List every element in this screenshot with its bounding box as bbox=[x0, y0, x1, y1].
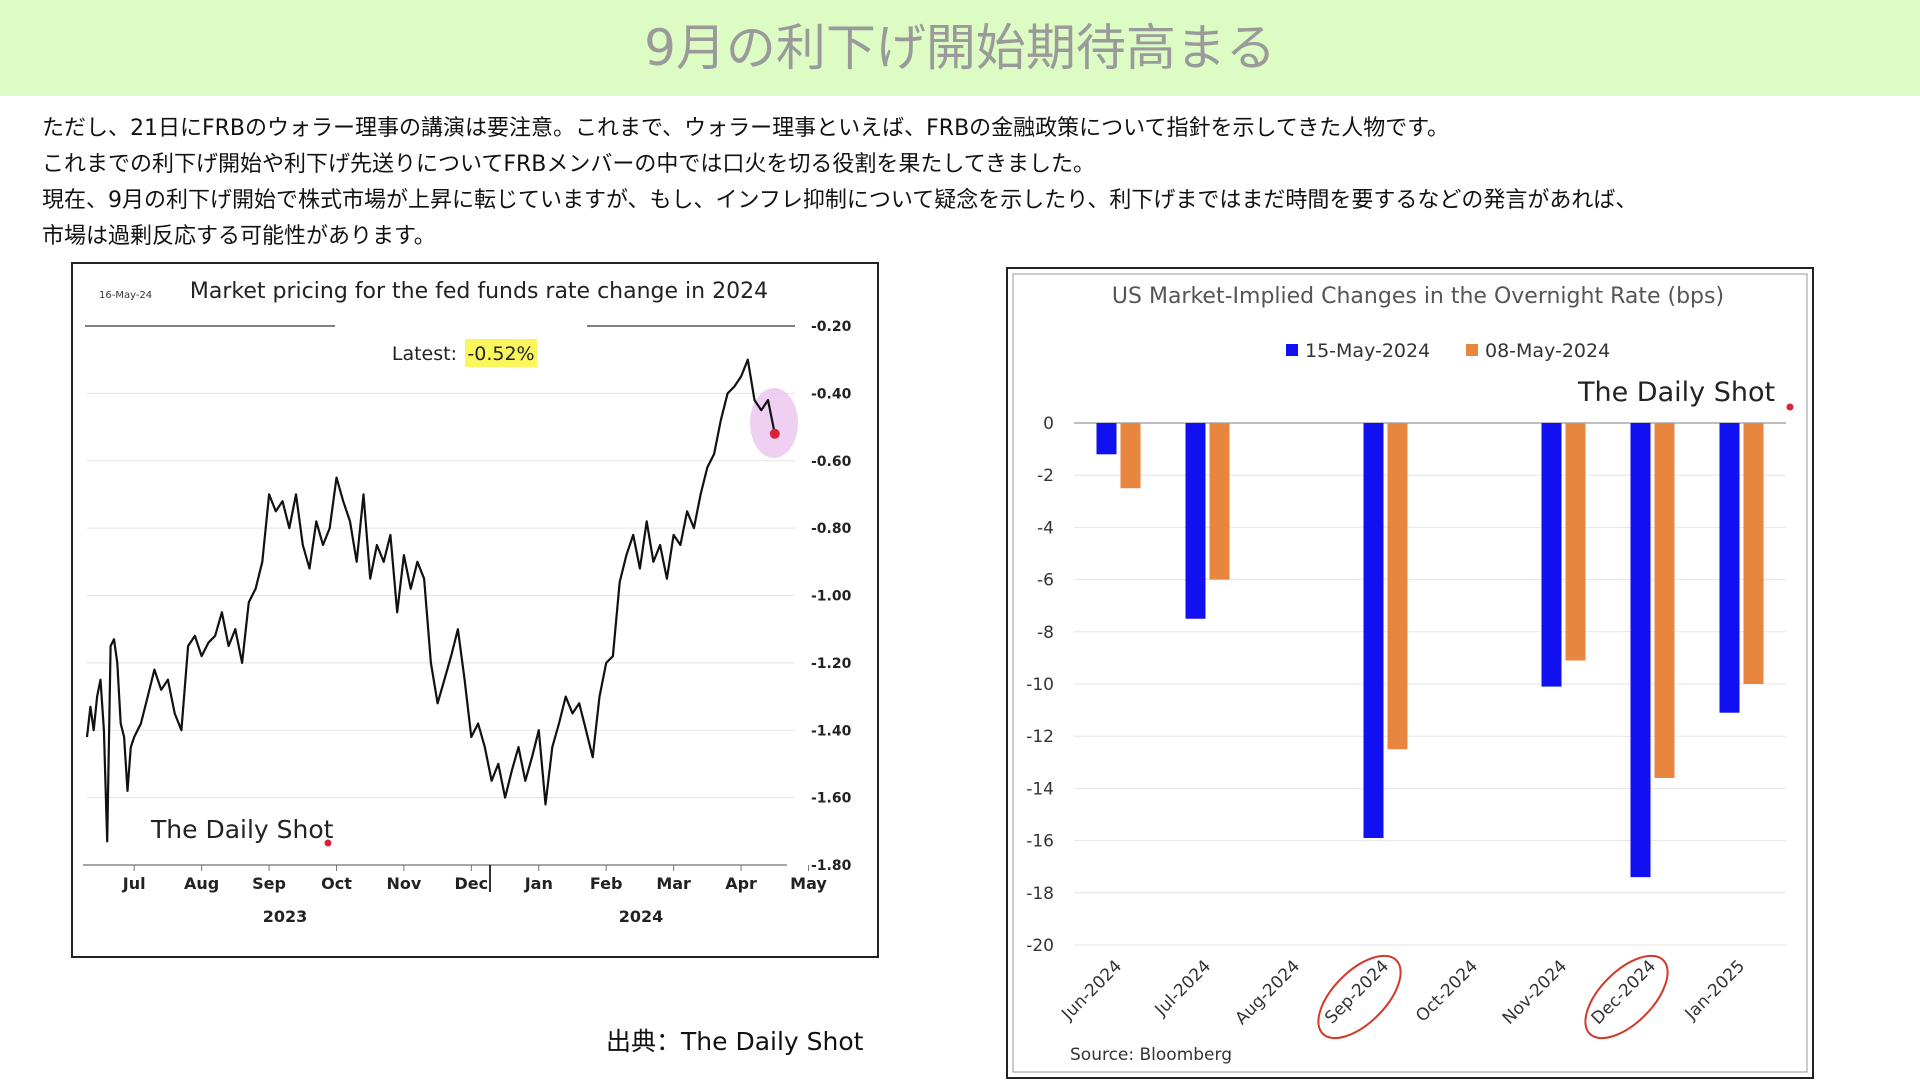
y-tick-label: -1.40 bbox=[811, 723, 852, 739]
body-line: ただし、21日にFRBのウォラー理事の講演は要注意。これまで、ウォラー理事といえ… bbox=[42, 116, 1450, 141]
x-tick-label: Feb bbox=[590, 874, 623, 893]
x-tick-label: Dec-2024 bbox=[1588, 956, 1660, 1028]
latest-value: -0.52% bbox=[467, 343, 534, 365]
x-tick-label: Jul-2024 bbox=[1151, 956, 1215, 1020]
x-tick-label: May bbox=[790, 874, 827, 893]
bar-Jan-2025-08-May-2024 bbox=[1743, 423, 1764, 684]
y-tick-label: -1.80 bbox=[811, 858, 852, 874]
source-label: Source: Bloomberg bbox=[1070, 1045, 1232, 1065]
chart-watermark: The Daily Shot bbox=[150, 815, 334, 844]
bar-Sep-2024-15-May-2024 bbox=[1363, 423, 1384, 838]
x-tick-label: Nov-2024 bbox=[1499, 956, 1571, 1028]
x-tick-label: Apr bbox=[725, 874, 757, 893]
x-tick-label: Jan bbox=[524, 874, 553, 893]
y-tick-label: -4 bbox=[1037, 518, 1054, 538]
y-tick-label: -0.80 bbox=[811, 521, 852, 537]
highlight-ellipse bbox=[1317, 954, 1402, 1040]
bar-Jan-2025-15-May-2024 bbox=[1719, 423, 1740, 713]
y-tick-label: 0 bbox=[1043, 414, 1054, 434]
bar-Nov-2024-15-May-2024 bbox=[1541, 423, 1562, 687]
y-tick-label: -0.60 bbox=[811, 454, 852, 470]
fed-funds-chart-panel: 16-May-24 Market pricing for the fed fun… bbox=[71, 262, 879, 958]
y-tick-label: -8 bbox=[1037, 623, 1054, 643]
x-tick-label: Jun-2024 bbox=[1057, 956, 1126, 1025]
chart-watermark: The Daily Shot bbox=[1577, 377, 1775, 408]
overnight-rate-chart-panel: US Market-Implied Changes in the Overnig… bbox=[1006, 267, 1814, 1079]
bar-Dec-2024-15-May-2024 bbox=[1630, 423, 1651, 878]
chart-title: US Market-Implied Changes in the Overnig… bbox=[1112, 284, 1724, 309]
bar-Jun-2024-08-May-2024 bbox=[1120, 423, 1141, 489]
y-tick-label: -0.40 bbox=[811, 386, 852, 402]
source-credit: 出典：The Daily Shot bbox=[606, 1027, 864, 1056]
page-title: 9月の利下げ開始期待高まる bbox=[644, 19, 1276, 77]
year-label: 2023 bbox=[263, 907, 308, 926]
x-tick-label: Nov bbox=[387, 874, 422, 893]
x-tick-label: Sep-2024 bbox=[1321, 956, 1393, 1028]
y-tick-label: -6 bbox=[1037, 571, 1054, 591]
year-label: 2024 bbox=[619, 907, 664, 926]
y-tick-label: -12 bbox=[1026, 727, 1054, 747]
rate-change-line bbox=[85, 358, 776, 843]
bar-Jun-2024-15-May-2024 bbox=[1096, 423, 1117, 455]
y-tick-label: -20 bbox=[1026, 936, 1054, 956]
chart-date-stamp: 16-May-24 bbox=[99, 290, 152, 301]
watermark-dot bbox=[1786, 403, 1794, 411]
chart-frame bbox=[1012, 273, 1808, 1073]
latest-label: Latest: bbox=[392, 343, 457, 365]
bar-Sep-2024-08-May-2024 bbox=[1387, 423, 1408, 750]
highlight-ellipse bbox=[1584, 954, 1669, 1040]
x-tick-label: Sep bbox=[252, 874, 286, 893]
bar-Nov-2024-08-May-2024 bbox=[1565, 423, 1586, 661]
body-line: 市場は過剰反応する可能性があります。 bbox=[42, 224, 436, 249]
body-paragraph: ただし、21日にFRBのウォラー理事の講演は要注意。これまで、ウォラー理事といえ… bbox=[42, 111, 1902, 255]
legend-label-08-may: 08-May-2024 bbox=[1485, 340, 1610, 362]
x-tick-label: Jul bbox=[122, 874, 146, 893]
chart-title: Market pricing for the fed funds rate ch… bbox=[190, 279, 768, 304]
x-tick-label: Mar bbox=[656, 874, 691, 893]
x-tick-label: Aug bbox=[184, 874, 219, 893]
y-tick-label: -1.60 bbox=[811, 791, 852, 807]
legend-swatch-15-may bbox=[1286, 344, 1298, 356]
x-tick-label: Oct-2024 bbox=[1412, 956, 1482, 1026]
x-tick-label: Jan-2025 bbox=[1681, 956, 1749, 1024]
body-line: 現在、9月の利下げ開始で株式市場が上昇に転じていますが、もし、インフレ抑制につい… bbox=[42, 188, 1638, 213]
legend-label-15-may: 15-May-2024 bbox=[1305, 340, 1430, 362]
watermark-dot bbox=[324, 839, 332, 847]
bar-Jul-2024-08-May-2024 bbox=[1209, 423, 1230, 580]
y-tick-label: -0.20 bbox=[811, 319, 852, 335]
title-banner: 9月の利下げ開始期待高まる bbox=[0, 0, 1920, 96]
fed-funds-chart: 16-May-24 Market pricing for the fed fun… bbox=[83, 279, 852, 926]
latest-point-marker bbox=[769, 428, 780, 439]
latest-highlight bbox=[465, 339, 537, 367]
y-tick-label: -16 bbox=[1026, 832, 1054, 852]
y-tick-label: -14 bbox=[1026, 779, 1054, 799]
latest-point-highlight-circle bbox=[750, 388, 798, 458]
legend-swatch-08-may bbox=[1466, 344, 1478, 356]
y-tick-label: -2 bbox=[1037, 466, 1054, 486]
x-tick-label: Dec bbox=[455, 874, 489, 893]
y-tick-label: -1.20 bbox=[811, 656, 852, 672]
bar-Jul-2024-15-May-2024 bbox=[1185, 423, 1206, 619]
bar-Dec-2024-08-May-2024 bbox=[1654, 423, 1675, 778]
overnight-rate-chart: US Market-Implied Changes in the Overnig… bbox=[1012, 273, 1808, 1073]
x-tick-label: Aug-2024 bbox=[1231, 956, 1304, 1029]
y-tick-label: -10 bbox=[1026, 675, 1054, 695]
y-tick-label: -1.00 bbox=[811, 589, 852, 605]
x-tick-label: Oct bbox=[321, 874, 352, 893]
y-tick-label: -18 bbox=[1026, 884, 1054, 904]
body-line: これまでの利下げ開始や利下げ先送りについてFRBメンバーの中では口火を切る役割を… bbox=[42, 152, 1096, 177]
